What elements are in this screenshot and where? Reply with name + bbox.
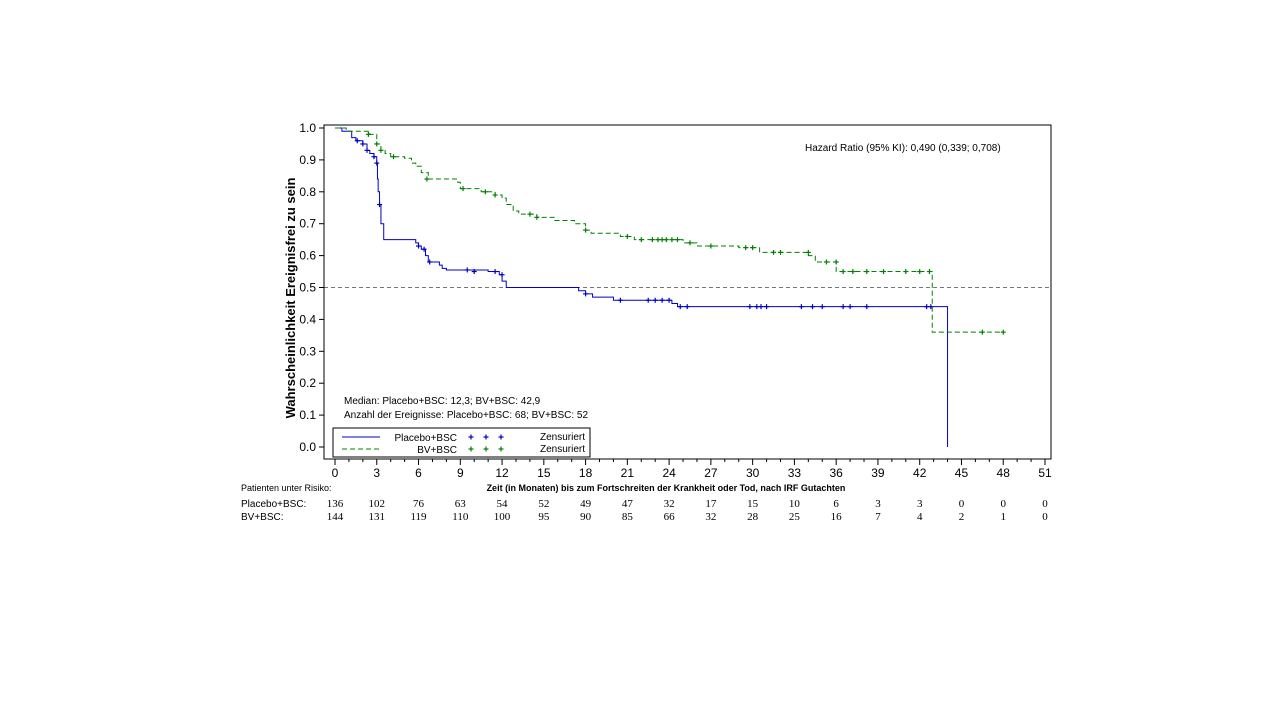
y-axis-label: Wahrscheinlichkeit Ereignisfrei zu sein [283,178,298,419]
at-risk-value: 66 [664,511,676,523]
y-tick-label: 0.8 [299,185,316,199]
at-risk-value: 6 [833,498,839,510]
x-axis-label: Zeit (in Monaten) bis zum Fortschreiten … [487,483,846,493]
y-tick-label: 0.4 [299,312,316,326]
y-tick-label: 0.1 [299,408,316,422]
y-tick-label: 0.3 [299,344,316,358]
at-risk-value: 25 [789,511,801,523]
x-tick-label: 21 [621,466,635,480]
legend-censor-marks-placebo [468,434,504,440]
at-risk-value: 3 [917,498,923,510]
y-tick-label: 0.0 [299,440,316,454]
axis-layer: 0.00.10.20.30.40.50.60.70.80.91.00 3 6 9 12 1… [299,121,1052,480]
at-risk-value: 32 [664,498,675,510]
x-tick-label: 45 [955,466,969,480]
median-annotation: Median: Placebo+BSC: 12,3; BV+BSC: 42,9 [344,396,541,407]
at-risk-value: 15 [747,498,759,510]
x-tick-label: 51 [1038,466,1052,480]
at-risk-value: 4 [917,511,923,523]
at-risk-row-label-bv: BV+BSC: [241,512,284,523]
legend-label-bv: BV+BSC [417,445,457,456]
series-bv [335,127,1006,335]
at-risk-row-label-placebo: Placebo+BSC: [241,499,306,510]
at-risk-value: 0 [1042,498,1048,510]
at-risk-value: 1 [1000,511,1006,523]
at-risk-value: 28 [747,511,759,523]
events-annotation: Anzahl der Ereignisse: Placebo+BSC: 68; … [344,410,588,421]
x-tick-label: 3 [373,466,380,480]
x-tick-label: 36 [829,466,843,480]
plot-frame [323,124,1052,460]
at-risk-value: 0 [1000,498,1006,510]
at-risk-value: 131 [369,511,386,523]
x-tick-label: 48 [997,466,1011,480]
y-tick-label: 0.9 [299,153,316,167]
legend-censor-marks-bv [468,446,504,452]
series-layer [335,127,1006,447]
series-placebo [335,127,949,447]
at-risk-value: 95 [538,511,550,523]
y-tick-label: 0.2 [299,376,316,390]
at-risk-value: 49 [580,498,592,510]
at-risk-value: 85 [622,511,634,523]
at-risk-table: Patienten unter Risiko: Placebo+BSC: BV+… [241,483,1048,523]
at-risk-value: 10 [789,498,801,510]
x-tick-label: 12 [495,466,509,480]
y-tick-label: 0.7 [299,217,316,231]
at-risk-value: 47 [622,498,634,510]
hazard-ratio-annotation: Hazard Ratio (95% KI): 0,490 (0,339; 0,7… [805,143,1001,154]
y-tick-label: 1.0 [299,121,316,135]
legend-censored-label-placebo: Zensuriert [540,432,585,443]
at-risk-value: 17 [705,498,717,510]
at-risk-value: 90 [580,511,592,523]
at-risk-value: 7 [875,511,881,523]
at-risk-value: 102 [369,498,386,510]
x-tick-label: 39 [871,466,885,480]
x-tick-label: 30 [746,466,760,480]
at-risk-title: Patienten unter Risiko: [241,483,332,493]
x-tick-label: 42 [913,466,927,480]
at-risk-value: 16 [831,511,843,523]
legend-box [332,427,591,458]
x-tick-label: 9 [457,466,464,480]
x-tick-label: 0 [332,466,339,480]
at-risk-value: 0 [959,498,965,510]
at-risk-value: 110 [452,511,469,523]
at-risk-value: 63 [455,498,467,510]
at-risk-value: 0 [1042,511,1048,523]
at-risk-value: 54 [497,498,509,510]
x-tick-label: 24 [662,466,676,480]
x-tick-label: 18 [579,466,593,480]
x-tick-label: 27 [704,466,718,480]
x-tick-label: 33 [788,466,802,480]
at-risk-value: 119 [410,511,427,523]
at-risk-value: 144 [327,511,344,523]
at-risk-value: 76 [413,498,425,510]
legend-censored-label-bv: Zensuriert [540,444,585,455]
legend: Placebo+BSC Zensuriert BV+BSC Zensuriert [332,427,591,458]
at-risk-value: 52 [538,498,549,510]
x-tick-label: 15 [537,466,551,480]
at-risk-value: 136 [327,498,344,510]
at-risk-value: 100 [494,511,511,523]
at-risk-value: 3 [875,498,881,510]
y-tick-label: 0.6 [299,249,316,263]
x-tick-label: 6 [415,466,422,480]
legend-label-placebo: Placebo+BSC [394,433,457,444]
at-risk-value: 32 [705,511,716,523]
at-risk-value: 2 [959,511,965,523]
y-tick-label: 0.5 [299,281,316,295]
